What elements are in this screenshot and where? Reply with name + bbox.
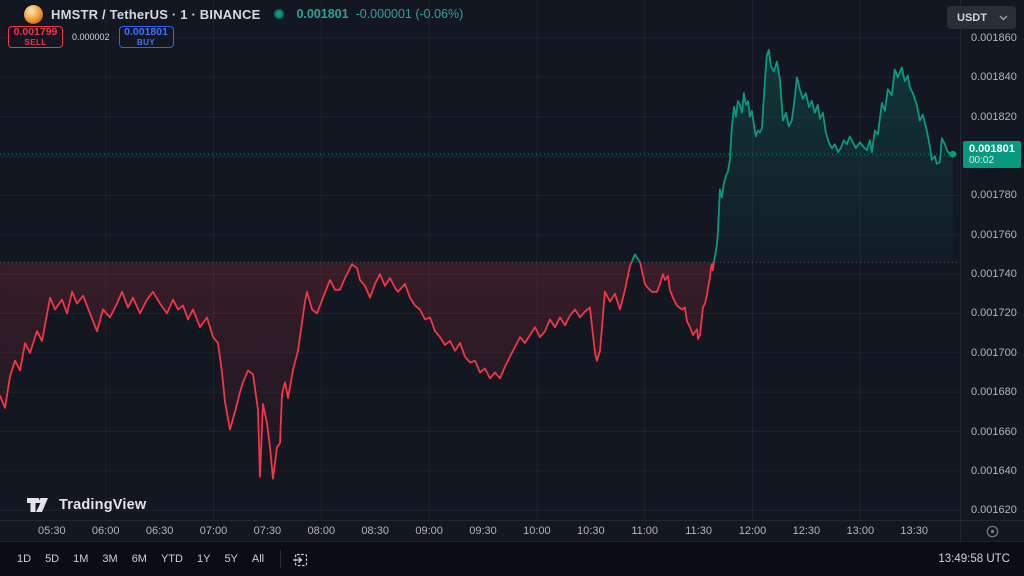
time-tick-label: 10:00 (523, 525, 551, 537)
price-tick-label: 0.001680 (971, 386, 1017, 399)
time-tick-label: 12:00 (738, 525, 767, 537)
time-tick-label: 09:00 (415, 525, 443, 537)
price-tick-label: 0.001740 (971, 268, 1017, 281)
market-status-dot[interactable] (274, 9, 285, 19)
time-tick-label: 11:30 (685, 525, 712, 537)
buy-label: BUY (137, 38, 156, 47)
sell-price: 0.001799 (13, 26, 58, 38)
time-tick-label: 09:30 (469, 525, 497, 537)
header-price-change: -0.000001 (-0.06%) (355, 7, 464, 21)
order-widget: 0.001799 SELL 0.000002 0.001801 BUY (8, 26, 174, 48)
range-button-3m[interactable]: 3M (102, 553, 118, 565)
spread-value: 0.000002 (68, 30, 114, 44)
range-button-5y[interactable]: 5Y (224, 553, 238, 565)
time-tick-label: 11:00 (631, 525, 659, 537)
price-tick-label: 0.001640 (971, 464, 1017, 477)
sell-label: SELL (24, 38, 47, 47)
price-tick-label: 0.001720 (971, 307, 1017, 320)
range-button-1m[interactable]: 1M (73, 553, 89, 565)
price-tick-label: 0.001620 (971, 504, 1017, 517)
price-tick-label: 0.001760 (971, 228, 1017, 241)
chart-canvas[interactable]: HMSTR / TetherUS · 1 · BINANCE 0.001801 … (0, 0, 960, 520)
tradingview-logo-text: TradingView (59, 497, 147, 513)
range-button-6m[interactable]: 6M (131, 553, 147, 565)
bar-countdown: 00:02 (969, 155, 995, 167)
price-scale[interactable]: 0.001801 00:02 0.001860 0.001840 0.001820 0… (960, 0, 1024, 520)
range-button-5d[interactable]: 5D (45, 553, 60, 565)
price-line-chart[interactable] (0, 0, 960, 520)
clock-utc[interactable]: 13:49:58 UTC (938, 553, 1010, 565)
sell-button[interactable]: 0.001799 SELL (8, 26, 63, 48)
time-tick-label: 05:30 (38, 525, 66, 537)
scales-settings-icon[interactable] (985, 524, 1000, 539)
tradingview-mark-icon (27, 498, 48, 512)
time-tick-label: 06:30 (145, 525, 174, 537)
symbol-title[interactable]: HMSTR / TetherUS · 1 · BINANCE (51, 6, 261, 22)
range-button-1y[interactable]: 1Y (196, 553, 211, 565)
price-tick-label: 0.001660 (971, 425, 1017, 438)
currency-dropdown[interactable]: USDT (947, 6, 1016, 29)
bottom-toolbar: 1D 5D 1M 3M 6M YTD 1Y 5Y All 13:49:58 UTC (0, 541, 1024, 576)
range-button-ytd[interactable]: YTD (160, 553, 183, 565)
range-button-all[interactable]: All (251, 553, 265, 565)
tradingview-logo[interactable]: TradingView (26, 496, 146, 514)
currency-dropdown-value: USDT (957, 11, 987, 24)
time-tick-label: 07:00 (199, 525, 228, 537)
price-tick-label: 0.001820 (971, 110, 1017, 123)
time-tick-label: 08:30 (361, 525, 389, 537)
price-tick-label: 0.001780 (971, 189, 1017, 202)
time-tick-label: 12:30 (792, 525, 821, 537)
price-tick-label: 0.001860 (971, 32, 1017, 44)
time-tick-label: 10:30 (577, 525, 605, 537)
time-scale[interactable]: 05:30 06:00 06:30 07:00 07:30 08:00 08:30 09:00… (0, 520, 960, 541)
current-price-tag: 0.001801 00:02 (963, 141, 1021, 169)
current-price-value: 0.001801 (969, 143, 1015, 156)
range-button-1d[interactable]: 1D (17, 553, 32, 565)
scales-settings-corner[interactable] (960, 520, 1024, 541)
time-tick-label: 07:30 (253, 525, 282, 537)
go-to-date-icon (293, 553, 308, 566)
chevron-down-icon (999, 15, 1008, 20)
header-last-price: 0.001801 (296, 7, 349, 21)
price-tick-label: 0.001840 (971, 71, 1017, 84)
time-tick-label: 13:30 (900, 525, 928, 537)
buy-button[interactable]: 0.001801 BUY (118, 26, 174, 48)
time-tick-label: 06:00 (91, 525, 120, 537)
go-to-date-button[interactable] (290, 549, 311, 570)
price-tick-label: 0.001700 (971, 346, 1017, 359)
toolbar-divider (280, 550, 282, 568)
time-tick-label: 13:00 (846, 525, 875, 537)
time-tick-label: 08:00 (307, 525, 336, 537)
buy-price: 0.001801 (124, 26, 168, 38)
hamster-logo-icon (24, 4, 43, 24)
